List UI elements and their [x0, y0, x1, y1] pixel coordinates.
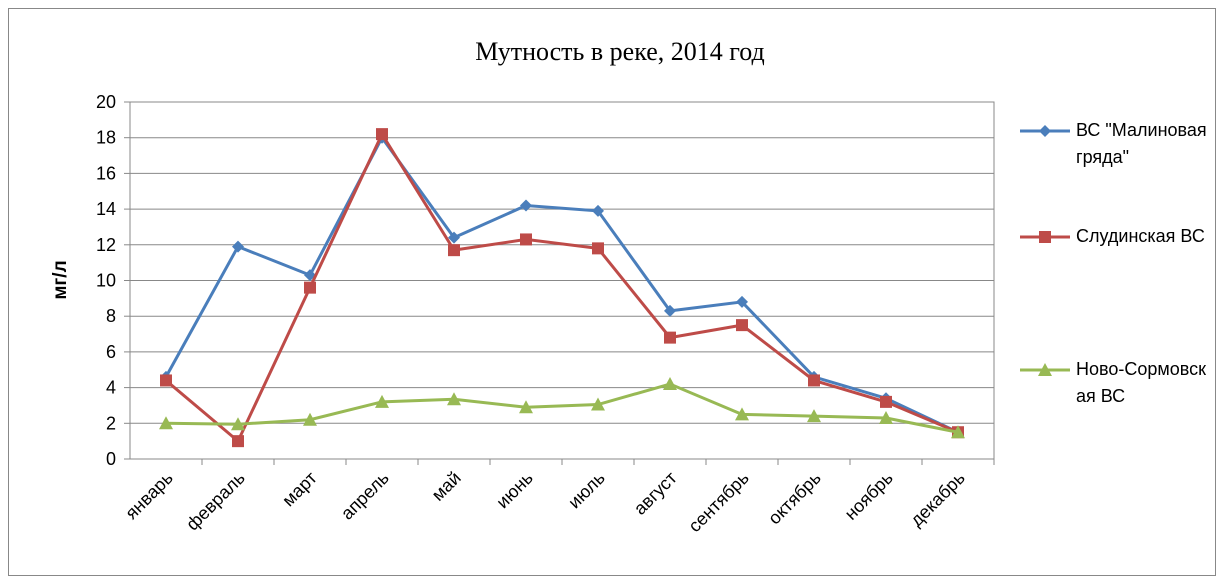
marker — [447, 392, 461, 406]
marker — [448, 231, 460, 244]
marker — [592, 242, 604, 255]
marker — [1038, 363, 1052, 376]
marker — [880, 395, 892, 408]
y-tick-label: 18 — [96, 128, 116, 148]
legend-label: Слудинская ВС — [1076, 226, 1205, 246]
series-line — [165, 382, 959, 434]
y-tick-label: 2 — [106, 413, 116, 433]
legend-label: ВС "Малиновая гряда" — [1076, 120, 1207, 167]
marker — [231, 417, 245, 431]
marker — [232, 240, 244, 253]
marker — [807, 409, 821, 423]
marker — [375, 394, 389, 408]
y-tick-label: 0 — [106, 449, 116, 469]
legend-label: Ново-Сормовская ВС — [1076, 359, 1207, 406]
marker — [160, 374, 172, 387]
marker — [879, 410, 893, 424]
y-tick-label: 10 — [96, 271, 116, 291]
series-line — [165, 130, 959, 444]
marker — [664, 304, 676, 317]
marker — [736, 295, 748, 308]
y-axis-label: мг/л — [50, 260, 71, 299]
marker — [232, 435, 244, 448]
marker — [519, 400, 533, 414]
chart-title: Мутность в реке, 2014 год — [475, 37, 765, 66]
marker — [304, 281, 316, 294]
y-tick-label: 4 — [106, 378, 116, 398]
marker — [159, 416, 173, 430]
y-tick-label: 6 — [106, 342, 116, 362]
marker — [303, 412, 317, 426]
marker — [736, 319, 748, 332]
marker — [1039, 125, 1051, 137]
marker — [735, 407, 749, 421]
y-tick-label: 12 — [96, 235, 116, 255]
chart-border — [8, 8, 1216, 576]
marker — [448, 244, 460, 257]
y-tick-label: 20 — [96, 92, 116, 112]
y-tick-label: 14 — [96, 199, 116, 219]
marker — [663, 377, 677, 391]
marker — [951, 425, 965, 439]
y-tick-label: 8 — [106, 306, 116, 326]
marker — [664, 331, 676, 344]
marker — [376, 128, 388, 141]
y-tick-label: 16 — [96, 163, 116, 183]
marker — [592, 204, 604, 217]
marker — [520, 233, 532, 246]
marker — [520, 199, 532, 212]
marker — [591, 397, 605, 411]
marker — [1039, 231, 1051, 243]
marker — [808, 374, 820, 387]
series-line — [164, 134, 959, 434]
